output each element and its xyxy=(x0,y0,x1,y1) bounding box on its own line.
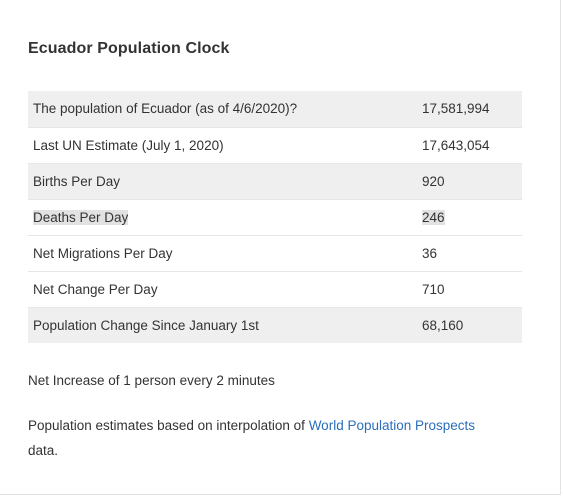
row-label-cell: Deaths Per Day xyxy=(28,199,422,235)
net-increase-note: Net Increase of 1 person every 2 minutes xyxy=(28,373,275,388)
source-prefix: Population estimates based on interpolat… xyxy=(28,418,309,433)
row-value: 17,581,994 xyxy=(422,101,490,117)
population-stats-table: The population of Ecuador (as of 4/6/202… xyxy=(28,91,522,343)
table-row: The population of Ecuador (as of 4/6/202… xyxy=(28,91,522,127)
source-suffix: data. xyxy=(28,443,59,458)
row-label: Net Migrations Per Day xyxy=(33,245,173,261)
row-label: Net Change Per Day xyxy=(33,281,158,297)
row-value: 68,160 xyxy=(422,317,464,333)
table-row: Net Migrations Per Day 36 xyxy=(28,235,522,271)
table-row: Last UN Estimate (July 1, 2020) 17,643,0… xyxy=(28,127,522,163)
row-value: 17,643,054 xyxy=(422,137,490,153)
row-value: 920 xyxy=(422,173,445,189)
row-label: Births Per Day xyxy=(33,173,121,189)
row-label: Population Change Since January 1st xyxy=(33,317,259,333)
world-population-prospects-link[interactable]: World Population Prospects xyxy=(308,418,476,433)
source-note: Population estimates based on interpolat… xyxy=(28,413,528,463)
row-value: 710 xyxy=(422,281,445,297)
table-row: Net Change Per Day 710 xyxy=(28,271,522,307)
row-label-highlighted: Deaths Per Day xyxy=(33,209,129,225)
card-title: Ecuador Population Clock xyxy=(28,40,230,57)
row-value-cell: 246 xyxy=(422,199,522,235)
row-label: The population of Ecuador (as of 4/6/202… xyxy=(33,101,298,117)
row-label: Last UN Estimate (July 1, 2020) xyxy=(33,137,224,153)
row-value: 36 xyxy=(422,245,438,261)
table-row: Deaths Per Day 246 xyxy=(28,199,522,235)
table-row: Population Change Since January 1st 68,1… xyxy=(28,307,522,343)
table-row: Births Per Day 920 xyxy=(28,163,522,199)
row-value-highlighted: 246 xyxy=(422,209,445,225)
